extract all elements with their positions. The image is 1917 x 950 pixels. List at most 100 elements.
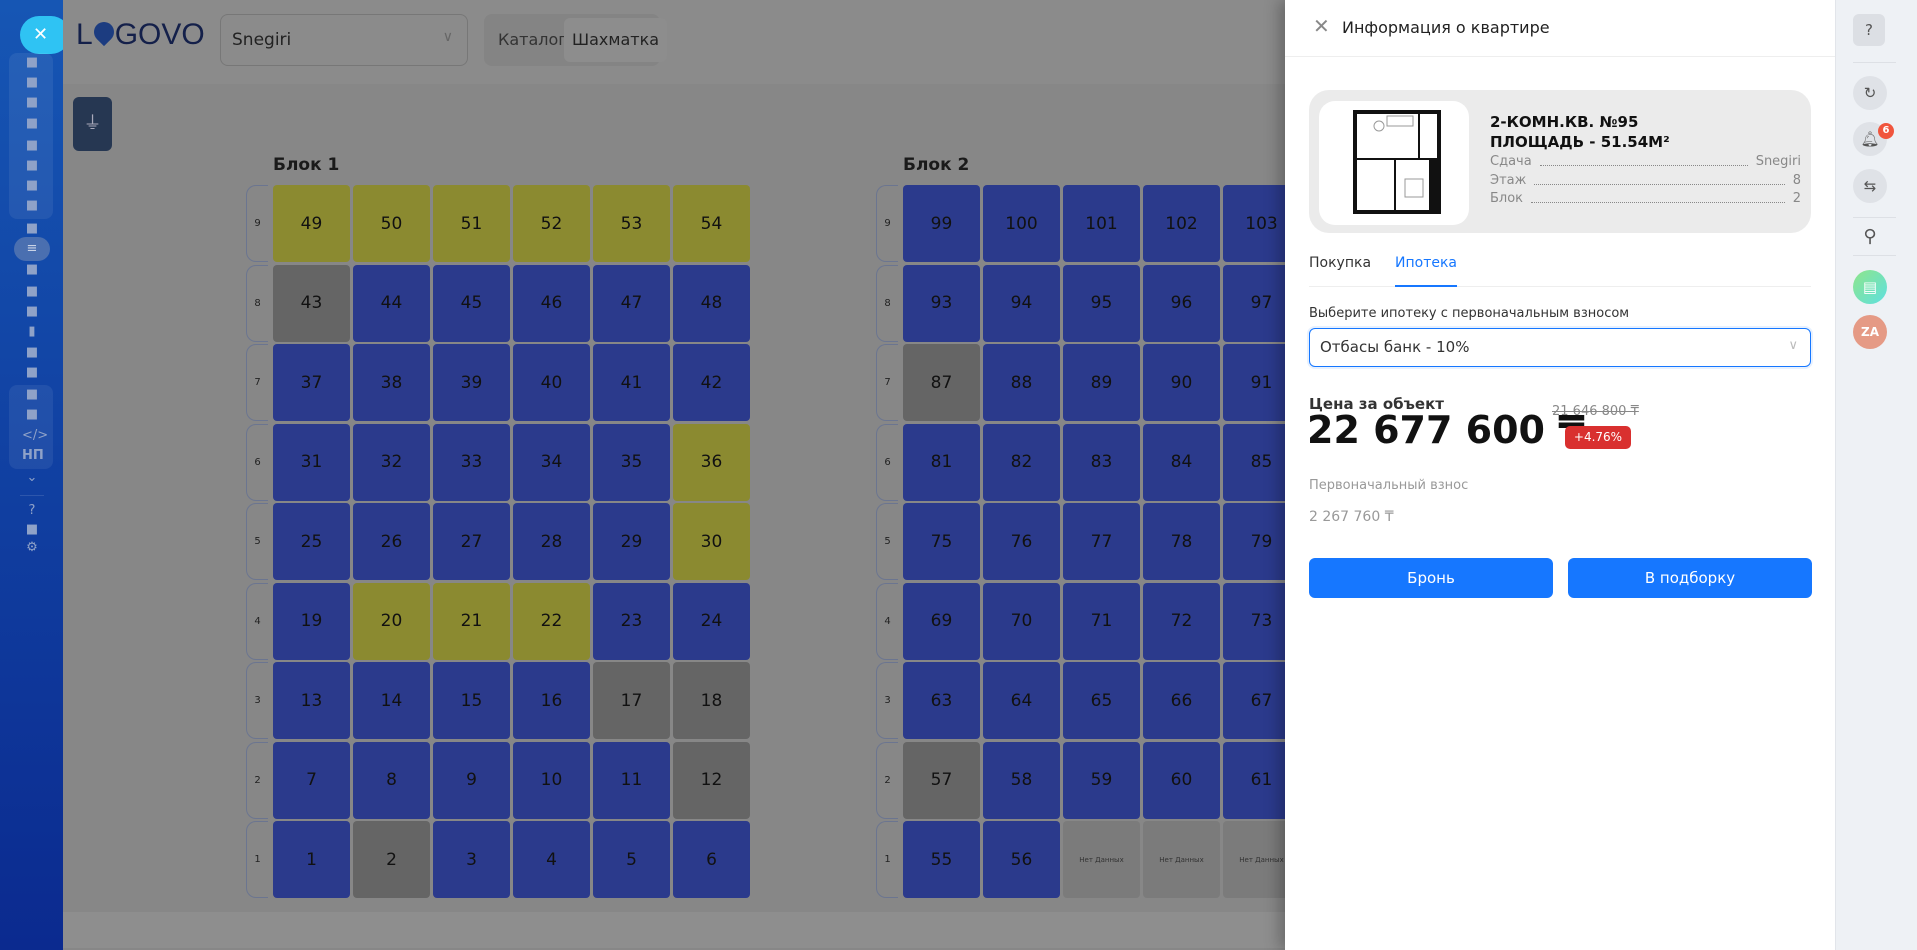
- np-icon[interactable]: НП: [22, 448, 44, 463]
- apartment-cell[interactable]: 83: [1063, 423, 1140, 501]
- help-icon[interactable]: ?: [28, 503, 36, 518]
- apartment-cell[interactable]: 31: [273, 423, 350, 501]
- apartment-cell[interactable]: 63: [903, 662, 980, 739]
- apartment-cell[interactable]: 101: [1063, 185, 1140, 262]
- settings-icon[interactable]: ⚙: [26, 540, 38, 555]
- add-to-collection-button[interactable]: В подборку: [1568, 558, 1812, 598]
- code-icon[interactable]: </>: [22, 428, 49, 443]
- floor-plan-image[interactable]: [1319, 101, 1469, 225]
- chart-icon[interactable]: ▮: [28, 324, 36, 339]
- apartment-cell[interactable]: 48: [673, 264, 750, 342]
- task-icon[interactable]: ■: [25, 221, 39, 236]
- apartment-cell[interactable]: 13: [273, 662, 350, 739]
- apartment-cell[interactable]: 66: [1143, 662, 1220, 739]
- apartment-cell[interactable]: 71: [1063, 582, 1140, 660]
- apartment-cell[interactable]: 90: [1143, 344, 1220, 421]
- building-icon[interactable]: ■: [25, 262, 39, 277]
- apartment-cell[interactable]: 72: [1143, 582, 1220, 660]
- apartment-cell[interactable]: 3: [433, 821, 510, 898]
- apartment-cell[interactable]: 8: [353, 741, 430, 819]
- browser-icon[interactable]: ■: [25, 75, 39, 90]
- apartment-cell[interactable]: 44: [353, 264, 430, 342]
- reserve-button[interactable]: Бронь: [1309, 558, 1553, 598]
- apartment-cell[interactable]: 9: [433, 741, 510, 819]
- mail-icon[interactable]: ■: [25, 178, 39, 193]
- apartment-cell[interactable]: 100: [983, 185, 1060, 262]
- apartment-cell[interactable]: 17: [593, 662, 670, 739]
- apartment-cell[interactable]: 28: [513, 503, 590, 580]
- apartment-cell[interactable]: 18: [673, 662, 750, 739]
- filter-button[interactable]: ⏚: [73, 97, 112, 151]
- apartment-cell[interactable]: 26: [353, 503, 430, 580]
- sync-icon[interactable]: ↻: [1853, 76, 1887, 110]
- apartment-cell[interactable]: 35: [593, 423, 670, 501]
- news-icon[interactable]: ▤: [1853, 270, 1887, 304]
- target-icon[interactable]: ■: [25, 284, 39, 299]
- apartment-cell[interactable]: 52: [513, 185, 590, 262]
- apartment-cell[interactable]: 89: [1063, 344, 1140, 421]
- network-icon[interactable]: ■: [25, 522, 39, 537]
- apartment-cell[interactable]: Нет Данных: [1143, 821, 1220, 898]
- robot-icon[interactable]: ■: [25, 365, 39, 380]
- apartment-cell[interactable]: 47: [593, 264, 670, 342]
- apartment-cell[interactable]: 81: [903, 423, 980, 501]
- apartment-cell[interactable]: 51: [433, 185, 510, 262]
- apartment-cell[interactable]: 25: [273, 503, 350, 580]
- apartment-cell[interactable]: 29: [593, 503, 670, 580]
- apartment-cell[interactable]: 5: [593, 821, 670, 898]
- apartment-cell[interactable]: 1: [273, 821, 350, 898]
- apartment-cell[interactable]: 69: [903, 582, 980, 660]
- apartment-cell[interactable]: 22: [513, 582, 590, 660]
- apartment-cell[interactable]: 38: [353, 344, 430, 421]
- apartment-cell[interactable]: 11: [593, 741, 670, 819]
- apartment-cell[interactable]: 34: [513, 423, 590, 501]
- apartment-cell[interactable]: 39: [433, 344, 510, 421]
- apartment-cell[interactable]: Нет Данных: [1063, 821, 1140, 898]
- apartment-cell[interactable]: 70: [983, 582, 1060, 660]
- apartment-cell[interactable]: 32: [353, 423, 430, 501]
- analytics-icon[interactable]: ■: [25, 55, 39, 70]
- chevron-down-icon[interactable]: ⌄: [26, 470, 38, 485]
- close-icon[interactable]: ✕: [1313, 14, 1330, 38]
- apartment-cell[interactable]: 14: [353, 662, 430, 739]
- apartment-cell[interactable]: 24: [673, 582, 750, 660]
- filter-icon[interactable]: ≡: [14, 237, 50, 261]
- apartment-cell[interactable]: 94: [983, 264, 1060, 342]
- contact-card-icon[interactable]: ■: [25, 345, 39, 360]
- inbox-icon[interactable]: ■: [25, 158, 39, 173]
- apartment-cell[interactable]: 64: [983, 662, 1060, 739]
- apartment-cell[interactable]: 50: [353, 185, 430, 262]
- apartment-cell[interactable]: 76: [983, 503, 1060, 580]
- mortgage-select[interactable]: Отбасы банк - 10% ∨: [1309, 328, 1811, 367]
- apartment-cell[interactable]: 15: [433, 662, 510, 739]
- apartment-cell[interactable]: 12: [673, 741, 750, 819]
- apartment-cell[interactable]: 19: [273, 582, 350, 660]
- apartment-cell[interactable]: 55: [903, 821, 980, 898]
- apartment-cell[interactable]: 16: [513, 662, 590, 739]
- apartment-cell[interactable]: 53: [593, 185, 670, 262]
- tab-purchase[interactable]: Покупка: [1309, 255, 1372, 271]
- apartment-cell[interactable]: 40: [513, 344, 590, 421]
- horizontal-scrollbar[interactable]: [63, 912, 1303, 948]
- close-menu-button[interactable]: ✕: [20, 16, 70, 54]
- apartment-cell[interactable]: 33: [433, 423, 510, 501]
- apartment-cell[interactable]: 78: [1143, 503, 1220, 580]
- apartment-cell[interactable]: 57: [903, 741, 980, 819]
- apartment-cell[interactable]: 77: [1063, 503, 1140, 580]
- apartment-cell[interactable]: 36: [673, 423, 750, 501]
- apartment-cell[interactable]: 93: [903, 264, 980, 342]
- apartment-cell[interactable]: 6: [673, 821, 750, 898]
- document-icon[interactable]: ■: [25, 138, 39, 153]
- apartment-cell[interactable]: 49: [273, 185, 350, 262]
- apartment-cell[interactable]: 65: [1063, 662, 1140, 739]
- calendar-icon[interactable]: ■: [25, 116, 39, 131]
- apartment-cell[interactable]: 45: [433, 264, 510, 342]
- apartment-cell[interactable]: 7: [273, 741, 350, 819]
- apartment-cell[interactable]: 75: [903, 503, 980, 580]
- apartment-cell[interactable]: 84: [1143, 423, 1220, 501]
- apartment-cell[interactable]: 27: [433, 503, 510, 580]
- apartment-cell[interactable]: 10: [513, 741, 590, 819]
- apartment-cell[interactable]: 82: [983, 423, 1060, 501]
- apartment-cell[interactable]: 60: [1143, 741, 1220, 819]
- help-icon[interactable]: ?: [1853, 14, 1885, 46]
